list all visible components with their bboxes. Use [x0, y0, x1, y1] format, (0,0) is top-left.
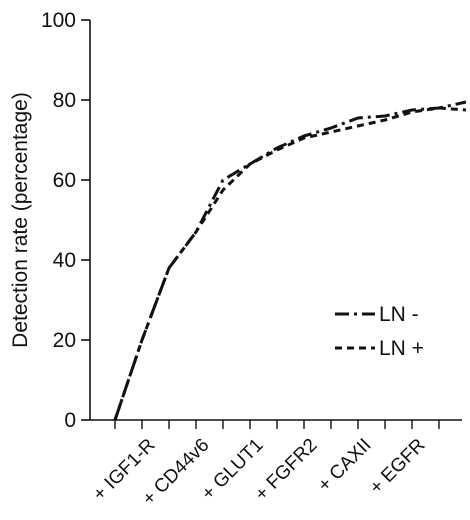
series-line-ln-minus [113, 100, 467, 421]
legend: LN - LN + [335, 303, 424, 360]
legend-label: LN + [379, 337, 424, 360]
x-tick-label: + EGFR [366, 435, 430, 499]
y-tick-label: 40 [53, 249, 76, 272]
y-axis-label: Detection rate (percentage) [9, 92, 32, 348]
series-layer [113, 100, 467, 421]
series-line-ln-plus [113, 106, 467, 421]
x-tick-label: + CAXII [314, 435, 376, 497]
y-tick-label: 60 [53, 169, 76, 192]
y-tick-label: 80 [53, 89, 76, 112]
y-tick-label: 20 [53, 329, 76, 352]
legend-label: LN - [379, 303, 419, 326]
y-tick-label: 100 [41, 9, 76, 32]
y-tick-label: 0 [64, 409, 76, 432]
